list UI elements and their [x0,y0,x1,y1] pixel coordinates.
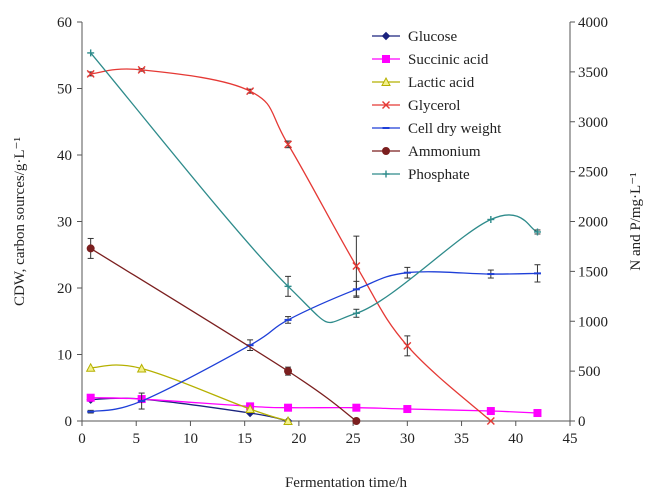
left-y-tick-label: 20 [57,281,72,297]
series-phosphate [87,49,541,324]
data-point [284,403,293,412]
x-axis-title: Fermentation time/h [285,475,408,491]
legend-marker [381,76,391,86]
series-ammonium [86,237,361,425]
x-tick-label: 45 [563,431,578,447]
left-y-axis-title: CDW, carbon sources/g·L⁻¹ [12,137,28,306]
legend-item-glycerol: Glycerol [372,98,460,114]
data-point [533,228,541,236]
data-point [137,65,146,74]
series-line-phosphate [90,52,538,324]
right-y-tick-label: 3000 [578,115,608,131]
series-line-succinic-acid [90,397,538,414]
left-y-tick-label: 60 [57,15,72,31]
data-point [86,244,95,253]
data-point [86,393,95,402]
x-tick-label: 5 [132,431,140,447]
legend-label: Ammonium [408,144,481,160]
series-layer [85,49,542,426]
x-axis-ticks: 0 5 10 15 20 25 30 35 40 45 [78,421,578,447]
right-y-tick-label: 500 [578,364,601,380]
legend-marker [382,101,390,109]
left-y-tick-label: 10 [57,348,72,364]
right-y-tick-label: 1000 [578,314,608,330]
data-point [352,262,361,271]
right-y-tick-label: 3500 [578,65,608,81]
right-y-tick-label: 1500 [578,264,608,280]
legend-item-succinic-acid: Succinic acid [372,52,489,68]
data-point [403,341,412,350]
legend-marker [381,31,391,41]
data-point [86,69,95,78]
left-y-tick-label: 0 [65,414,73,430]
legend-item-ammonium: Ammonium [372,144,481,160]
right-y-tick-label: 2500 [578,165,608,181]
data-point [533,409,542,418]
data-point [245,403,255,414]
x-tick-label: 10 [183,431,198,447]
right-y-tick-label: 2000 [578,215,608,231]
legend-item-cell-dry-weight: Cell dry weight [372,121,502,137]
x-tick-label: 15 [237,431,252,447]
series-lactic-acid [85,362,293,425]
legend-label: Phosphate [408,167,470,183]
data-point [486,407,495,416]
data-point [403,405,412,414]
left-y-axis-ticks: 0 10 20 30 40 50 60 [57,15,82,430]
left-y-tick-label: 40 [57,148,72,164]
data-point [136,363,147,373]
legend-item-glucose: Glucose [372,29,457,45]
data-point [85,362,96,372]
left-y-tick-label: 50 [57,82,72,98]
legend-item-phosphate: Phosphate [372,167,470,183]
data-point [87,49,95,57]
data-point [486,417,495,425]
legend-marker [382,170,390,178]
data-point [352,309,360,317]
legend-item-lactic-acid: Lactic acid [372,75,475,91]
left-y-tick-label: 30 [57,215,72,231]
data-point [352,417,361,425]
data-point [284,140,293,149]
data-point [284,282,292,290]
legend-label: Cell dry weight [408,121,502,137]
legend-label: Lactic acid [408,75,475,91]
x-tick-label: 30 [400,431,415,447]
data-point [352,403,361,412]
plot-frame [81,22,571,422]
x-tick-label: 0 [78,431,86,447]
legend: Glucose Succinic acid Lactic acid Glycerol C… [372,29,502,183]
right-y-tick-label: 4000 [578,15,608,31]
series-line-cell-dry-weight [90,271,538,413]
series-glucose [86,394,293,426]
x-tick-label: 25 [346,431,361,447]
data-point [246,87,255,96]
series-cell-dry-weight [87,264,541,414]
series-glycerol [86,65,495,425]
data-point [283,415,293,425]
x-tick-label: 35 [454,431,469,447]
series-line-lactic-acid [90,364,289,422]
right-y-tick-label: 0 [578,414,586,430]
right-y-axis-ticks: 0 500 1000 1500 2000 2500 3000 3500 4000 [570,15,608,430]
data-point [284,367,293,376]
x-tick-label: 40 [508,431,523,447]
legend-label: Succinic acid [408,52,489,68]
x-tick-label: 20 [291,431,306,447]
data-point [487,216,495,224]
legend-marker [382,147,390,155]
series-line-ammonium [90,247,357,422]
legend-label: Glycerol [408,98,460,114]
legend-marker [382,55,390,63]
right-y-axis-title: N and P/mg·L⁻¹ [628,172,644,270]
legend-label: Glucose [408,29,457,45]
